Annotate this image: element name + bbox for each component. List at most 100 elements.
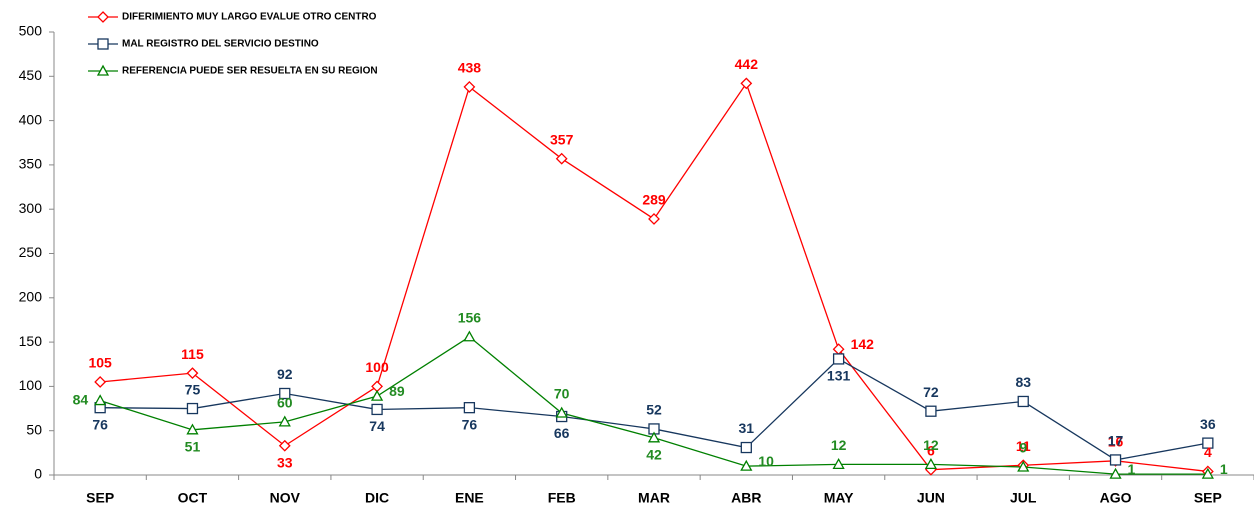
x-tick-label: MAY: [824, 490, 854, 506]
marker: [740, 459, 753, 471]
data-label: 60: [277, 395, 293, 411]
legend-label: MAL REGISTRO DEL SERVICIO DESTINO: [122, 39, 319, 50]
marker: [740, 441, 752, 454]
data-label: 36: [1200, 416, 1216, 432]
marker: [1201, 467, 1214, 479]
marker: [1109, 454, 1122, 466]
legend-label: DIFERIMIENTO MUY LARGO EVALUE OTRO CENTR…: [122, 12, 377, 23]
marker: [555, 406, 568, 418]
data-label: 75: [185, 381, 201, 397]
marker: [832, 458, 845, 470]
x-tick-label: OCT: [178, 490, 208, 506]
data-label: 357: [550, 131, 574, 147]
data-label: 1: [1220, 461, 1228, 477]
marker: [1202, 437, 1214, 449]
data-label: 105: [88, 355, 112, 371]
marker: [186, 367, 199, 380]
marker: [1109, 467, 1122, 479]
y-tick-label: 200: [19, 289, 43, 305]
data-label: 289: [642, 192, 666, 208]
marker: [278, 439, 291, 452]
marker: [463, 402, 476, 414]
x-tick-label: SEP: [1194, 490, 1222, 506]
data-label: 89: [389, 383, 405, 399]
marker: [1017, 460, 1030, 472]
x-tick-label: JUN: [917, 490, 945, 506]
marker: [97, 38, 109, 50]
marker: [924, 458, 938, 470]
marker: [832, 353, 845, 365]
data-label: 11: [1016, 438, 1031, 454]
data-label: 51: [185, 439, 201, 455]
x-tick-label: ENE: [455, 490, 484, 506]
data-label: 72: [923, 384, 939, 400]
x-tick-label: SEP: [86, 490, 114, 506]
y-tick-label: 250: [19, 244, 43, 260]
marker: [648, 213, 660, 225]
x-tick-label: FEB: [548, 490, 576, 506]
data-label: 33: [277, 454, 293, 470]
y-tick-label: 0: [34, 466, 42, 482]
data-label: 438: [458, 60, 482, 76]
data-label: 31: [739, 420, 755, 436]
marker: [740, 77, 753, 90]
data-label: 12: [831, 437, 847, 453]
data-label: 142: [851, 336, 875, 352]
y-tick-label: 350: [19, 156, 43, 172]
marker: [96, 64, 110, 76]
x-tick-label: MAR: [638, 490, 670, 506]
data-label: 1: [1128, 461, 1136, 477]
marker: [1017, 395, 1029, 408]
data-label: 100: [365, 359, 389, 375]
data-label: 12: [923, 437, 939, 453]
data-label: 156: [458, 309, 482, 325]
marker: [186, 402, 199, 415]
data-label: 17: [1108, 433, 1124, 449]
data-label: 4: [1204, 444, 1212, 460]
x-tick-label: AGO: [1100, 490, 1132, 506]
x-tick-label: NOV: [270, 490, 301, 506]
data-label: 42: [646, 446, 662, 462]
data-label: 16: [1108, 434, 1124, 450]
data-label: 83: [1015, 374, 1031, 390]
marker: [97, 11, 109, 23]
marker: [555, 152, 568, 165]
x-tick-label: ABR: [731, 490, 761, 506]
y-tick-label: 400: [19, 111, 43, 127]
data-label: 76: [92, 416, 108, 432]
data-label: 9: [1019, 440, 1027, 456]
legend-label: REFERENCIA PUEDE SER RESUELTA EN SU REGI…: [122, 66, 378, 77]
data-label: 131: [827, 368, 851, 384]
data-label: 92: [277, 366, 293, 382]
marker: [186, 423, 199, 435]
marker: [278, 415, 291, 427]
y-tick-label: 450: [19, 67, 43, 83]
marker: [647, 431, 661, 443]
data-label: 66: [554, 425, 570, 441]
marker: [925, 405, 937, 417]
data-label: 84: [73, 391, 89, 407]
data-label: 6: [927, 442, 935, 458]
data-label: 70: [554, 386, 570, 402]
marker: [94, 394, 107, 406]
y-tick-label: 150: [19, 333, 43, 349]
marker: [463, 81, 476, 93]
data-label: 52: [646, 402, 662, 418]
y-tick-label: 100: [19, 377, 43, 393]
data-label: 76: [462, 416, 478, 432]
marker: [94, 376, 107, 388]
marker: [463, 330, 476, 342]
x-tick-label: DIC: [365, 490, 389, 506]
y-tick-label: 50: [26, 421, 42, 437]
marker: [370, 389, 384, 401]
data-label: 115: [181, 346, 204, 362]
y-tick-label: 300: [19, 200, 43, 216]
marker: [371, 403, 383, 416]
marker: [279, 387, 291, 400]
data-label: 74: [369, 418, 385, 434]
y-tick-label: 500: [19, 23, 43, 39]
data-label: 10: [758, 453, 774, 469]
data-label: 442: [735, 56, 759, 72]
x-tick-label: JUL: [1010, 490, 1037, 506]
